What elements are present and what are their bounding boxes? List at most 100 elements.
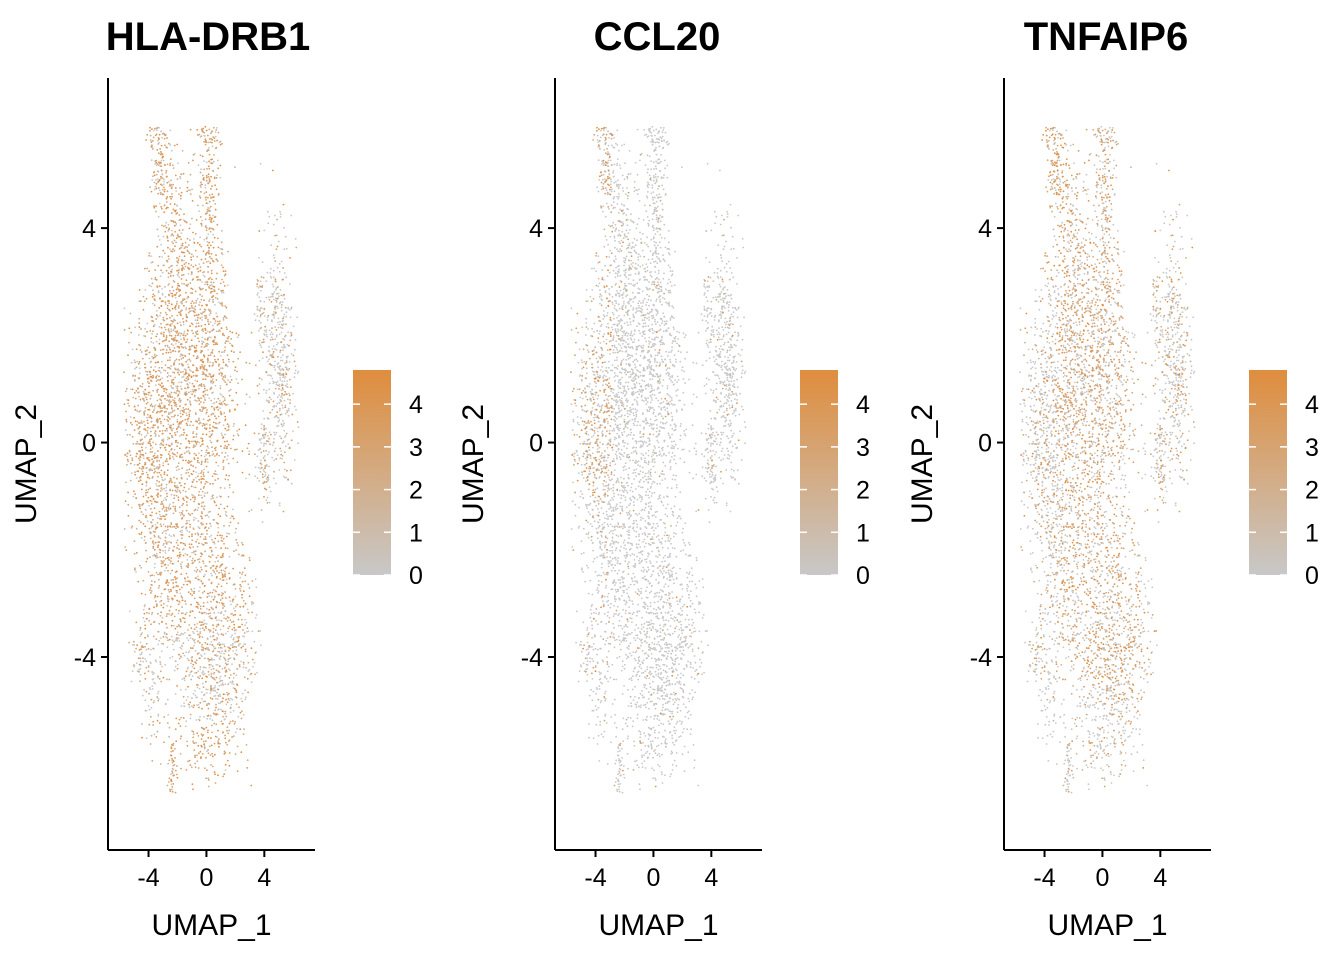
cell-point bbox=[145, 446, 147, 449]
cell-point bbox=[165, 529, 167, 532]
cell-point bbox=[202, 204, 204, 207]
cell-point bbox=[160, 611, 163, 614]
cell-point bbox=[176, 420, 179, 423]
cell-point bbox=[202, 390, 205, 393]
cell-point bbox=[190, 256, 193, 259]
cell-point bbox=[203, 160, 206, 163]
cell-point bbox=[204, 461, 207, 463]
cell-point bbox=[178, 373, 181, 376]
cell-point bbox=[156, 556, 159, 559]
cell-point bbox=[206, 357, 209, 360]
cell-point bbox=[205, 449, 208, 452]
cell-point bbox=[203, 693, 206, 696]
cell-point bbox=[207, 354, 210, 357]
cell-point bbox=[142, 657, 144, 659]
cell-point bbox=[229, 388, 232, 391]
cell-point bbox=[276, 321, 279, 324]
cell-point bbox=[177, 272, 180, 274]
cell-point bbox=[208, 287, 211, 289]
cell-point bbox=[215, 663, 218, 666]
cell-point bbox=[285, 323, 287, 326]
cell-point bbox=[273, 404, 276, 407]
cell-point bbox=[219, 702, 222, 704]
cell-point bbox=[191, 638, 194, 640]
cell-point bbox=[148, 477, 151, 480]
cell-point bbox=[219, 248, 222, 250]
cell-point bbox=[225, 663, 228, 666]
cell-point bbox=[289, 339, 292, 342]
cell-point bbox=[159, 148, 162, 150]
cell-point bbox=[134, 473, 137, 476]
cell-point bbox=[174, 376, 177, 379]
cell-point bbox=[199, 317, 202, 320]
cell-point bbox=[246, 630, 248, 633]
cell-point bbox=[175, 523, 178, 526]
cell-point bbox=[192, 153, 195, 156]
cell-point bbox=[236, 654, 238, 656]
cell-point bbox=[204, 184, 207, 187]
cell-point bbox=[201, 490, 204, 493]
cell-point bbox=[182, 633, 185, 636]
cell-point bbox=[159, 162, 161, 165]
cell-point bbox=[164, 449, 167, 451]
cell-point bbox=[180, 632, 183, 635]
cell-point bbox=[156, 315, 159, 318]
cell-point bbox=[226, 620, 229, 622]
cell-point bbox=[178, 554, 181, 557]
cell-point bbox=[201, 183, 203, 186]
cell-point bbox=[225, 306, 228, 309]
cell-point bbox=[188, 307, 191, 310]
cell-point bbox=[196, 760, 199, 762]
cell-point bbox=[214, 479, 217, 481]
cell-point bbox=[189, 310, 192, 313]
cell-point bbox=[229, 681, 232, 684]
cell-point bbox=[129, 479, 132, 482]
cell-point bbox=[179, 197, 182, 200]
cell-point bbox=[205, 612, 208, 615]
cell-point bbox=[282, 337, 285, 340]
cell-point bbox=[174, 489, 177, 492]
cell-point bbox=[145, 481, 148, 484]
cell-point bbox=[196, 461, 199, 464]
cell-point bbox=[198, 195, 201, 198]
cell-point bbox=[178, 624, 180, 627]
cell-point bbox=[272, 285, 275, 288]
cell-point bbox=[216, 260, 219, 262]
cell-point bbox=[221, 434, 224, 437]
cell-point bbox=[181, 678, 184, 681]
cell-point bbox=[149, 397, 152, 400]
cell-point bbox=[236, 770, 239, 773]
cell-point bbox=[132, 495, 135, 498]
cell-point bbox=[218, 658, 221, 661]
cell-point bbox=[219, 367, 222, 370]
cell-point bbox=[169, 790, 172, 792]
cell-point bbox=[194, 498, 196, 501]
cell-point bbox=[215, 669, 218, 672]
cell-point bbox=[170, 385, 173, 387]
cell-point bbox=[226, 616, 229, 618]
cell-point bbox=[191, 300, 194, 302]
cell-point bbox=[180, 484, 182, 487]
cell-point bbox=[153, 323, 156, 326]
cell-point bbox=[172, 274, 175, 277]
cell-point bbox=[197, 735, 200, 737]
cell-point bbox=[203, 134, 206, 137]
cell-point bbox=[243, 676, 246, 679]
cell-point bbox=[145, 737, 148, 739]
cell-point bbox=[185, 472, 188, 474]
cell-point bbox=[186, 180, 189, 183]
cell-point bbox=[193, 742, 196, 745]
cell-point bbox=[148, 504, 151, 507]
cell-point bbox=[181, 606, 184, 608]
cell-point bbox=[244, 424, 247, 427]
cell-point bbox=[135, 443, 138, 445]
cell-point bbox=[209, 556, 212, 558]
cell-point bbox=[171, 770, 174, 773]
cell-point bbox=[253, 313, 256, 316]
cell-point bbox=[209, 321, 212, 323]
cell-point bbox=[209, 629, 212, 632]
cell-point bbox=[155, 411, 158, 414]
cell-point bbox=[200, 580, 203, 583]
cell-point bbox=[224, 632, 227, 635]
cell-point bbox=[176, 539, 179, 542]
